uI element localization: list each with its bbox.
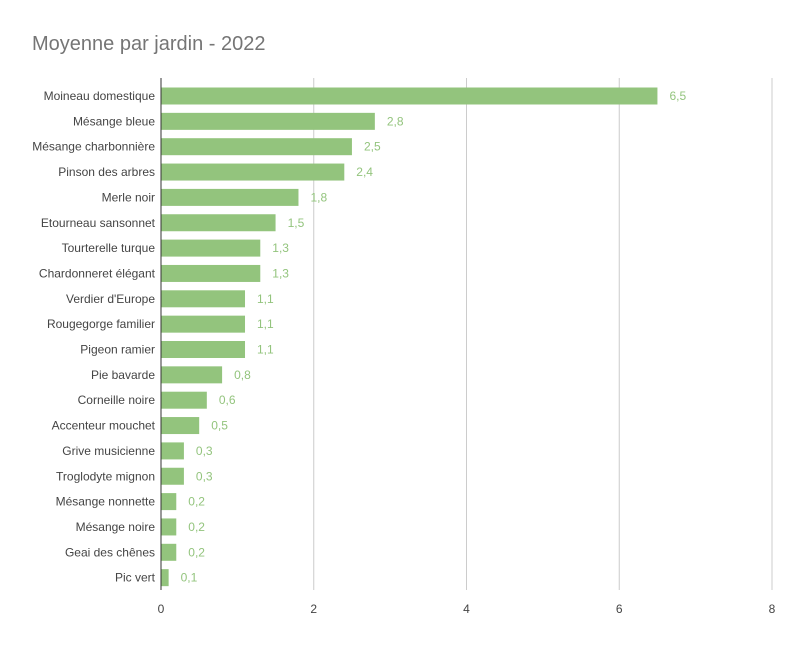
category-label: Pigeon ramier — [80, 343, 155, 357]
bar — [161, 188, 299, 206]
data-label: 0,8 — [234, 368, 251, 382]
category-label: Tourterelle turque — [62, 241, 156, 255]
data-label: 2,5 — [364, 140, 381, 154]
bar — [161, 112, 375, 130]
bar — [161, 417, 200, 435]
category-label: Merle noir — [102, 190, 155, 204]
data-label: 1,3 — [272, 266, 289, 280]
category-label: Verdier d'Europe — [66, 292, 155, 306]
bar — [161, 87, 658, 105]
category-label: Etourneau sansonnet — [41, 216, 156, 230]
bar — [161, 214, 276, 232]
category-label: Mésange noire — [76, 520, 156, 534]
data-label: 1,8 — [310, 190, 327, 204]
x-tick-label: 4 — [463, 602, 470, 616]
bar — [161, 366, 223, 384]
category-label: Rougegorge familier — [47, 317, 155, 331]
category-label: Corneille noire — [78, 393, 156, 407]
data-label: 1,5 — [288, 216, 305, 230]
bar — [161, 264, 261, 282]
bar — [161, 391, 207, 409]
data-label: 6,5 — [669, 89, 686, 103]
bar — [161, 467, 184, 485]
chart-title: Moyenne par jardin - 2022 — [32, 33, 266, 55]
bar — [161, 543, 177, 561]
category-label: Mésange bleue — [73, 114, 155, 128]
bar — [161, 518, 177, 536]
bar — [161, 138, 352, 156]
category-label: Troglodyte mignon — [56, 469, 155, 483]
data-label: 2,8 — [387, 114, 404, 128]
data-label: 0,6 — [219, 393, 236, 407]
data-label: 0,2 — [188, 520, 205, 534]
bar — [161, 569, 169, 587]
category-label: Grive musicienne — [62, 444, 155, 458]
x-tick-label: 0 — [158, 602, 165, 616]
category-label: Geai des chênes — [65, 545, 155, 559]
category-label: Chardonneret élégant — [39, 266, 156, 280]
data-label: 1,1 — [257, 343, 274, 357]
bar — [161, 442, 184, 460]
bar — [161, 315, 246, 333]
data-label: 0,2 — [188, 545, 205, 559]
category-label: Mésange charbonnière — [32, 140, 155, 154]
x-tick-label: 6 — [616, 602, 623, 616]
data-label: 0,1 — [181, 571, 198, 585]
data-label: 1,1 — [257, 292, 274, 306]
x-tick-label: 8 — [769, 602, 776, 616]
bar — [161, 239, 261, 257]
category-label: Mésange nonnette — [56, 495, 156, 509]
bar — [161, 341, 246, 358]
bar — [161, 290, 246, 308]
bar — [161, 163, 345, 181]
category-label: Pinson des arbres — [58, 165, 155, 179]
data-label: 2,4 — [356, 165, 373, 179]
category-label: Moineau domestique — [44, 89, 156, 103]
data-label: 1,1 — [257, 317, 274, 331]
data-label: 0,3 — [196, 444, 213, 458]
category-label: Pic vert — [115, 571, 156, 585]
category-label: Accenteur mouchet — [52, 419, 156, 433]
category-label: Pie bavarde — [91, 368, 155, 382]
bar — [161, 493, 177, 511]
data-label: 0,3 — [196, 469, 213, 483]
x-tick-label: 2 — [310, 602, 317, 616]
data-label: 0,5 — [211, 419, 228, 433]
data-label: 0,2 — [188, 495, 205, 509]
data-label: 1,3 — [272, 241, 289, 255]
